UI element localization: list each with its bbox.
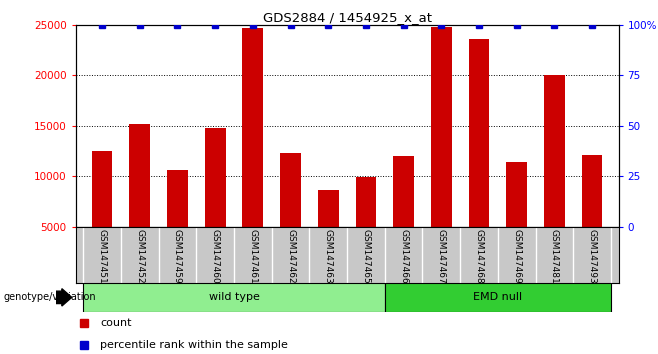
Bar: [280, 153, 301, 277]
Text: GSM147466: GSM147466: [399, 229, 408, 284]
Bar: [582, 155, 603, 277]
Bar: [91, 151, 113, 277]
Text: GSM147461: GSM147461: [248, 229, 257, 284]
Bar: [318, 190, 339, 277]
Text: genotype/variation: genotype/variation: [3, 292, 96, 302]
Bar: [507, 162, 527, 277]
Bar: [385, 283, 611, 312]
Bar: [83, 283, 385, 312]
Text: GSM147465: GSM147465: [361, 229, 370, 284]
Text: count: count: [100, 318, 132, 329]
Text: GSM147467: GSM147467: [437, 229, 446, 284]
Text: GSM147452: GSM147452: [136, 229, 144, 284]
Title: GDS2884 / 1454925_x_at: GDS2884 / 1454925_x_at: [263, 11, 432, 24]
Bar: [205, 128, 226, 277]
Text: GSM147481: GSM147481: [550, 229, 559, 284]
FancyArrow shape: [56, 289, 72, 306]
Text: GSM147463: GSM147463: [324, 229, 333, 284]
Text: GSM147462: GSM147462: [286, 229, 295, 284]
Text: GSM147469: GSM147469: [512, 229, 521, 284]
Bar: [243, 28, 263, 277]
Text: GSM147468: GSM147468: [474, 229, 484, 284]
Text: EMD null: EMD null: [473, 292, 522, 302]
Text: GSM147460: GSM147460: [211, 229, 220, 284]
Bar: [431, 27, 451, 277]
Bar: [544, 75, 565, 277]
Text: GSM147459: GSM147459: [173, 229, 182, 284]
Bar: [167, 170, 188, 277]
Text: GSM147451: GSM147451: [97, 229, 107, 284]
Text: wild type: wild type: [209, 292, 259, 302]
Text: GSM147493: GSM147493: [588, 229, 597, 284]
Bar: [393, 156, 414, 277]
Text: percentile rank within the sample: percentile rank within the sample: [100, 339, 288, 350]
Bar: [355, 177, 376, 277]
Bar: [130, 124, 150, 277]
Bar: [468, 39, 490, 277]
